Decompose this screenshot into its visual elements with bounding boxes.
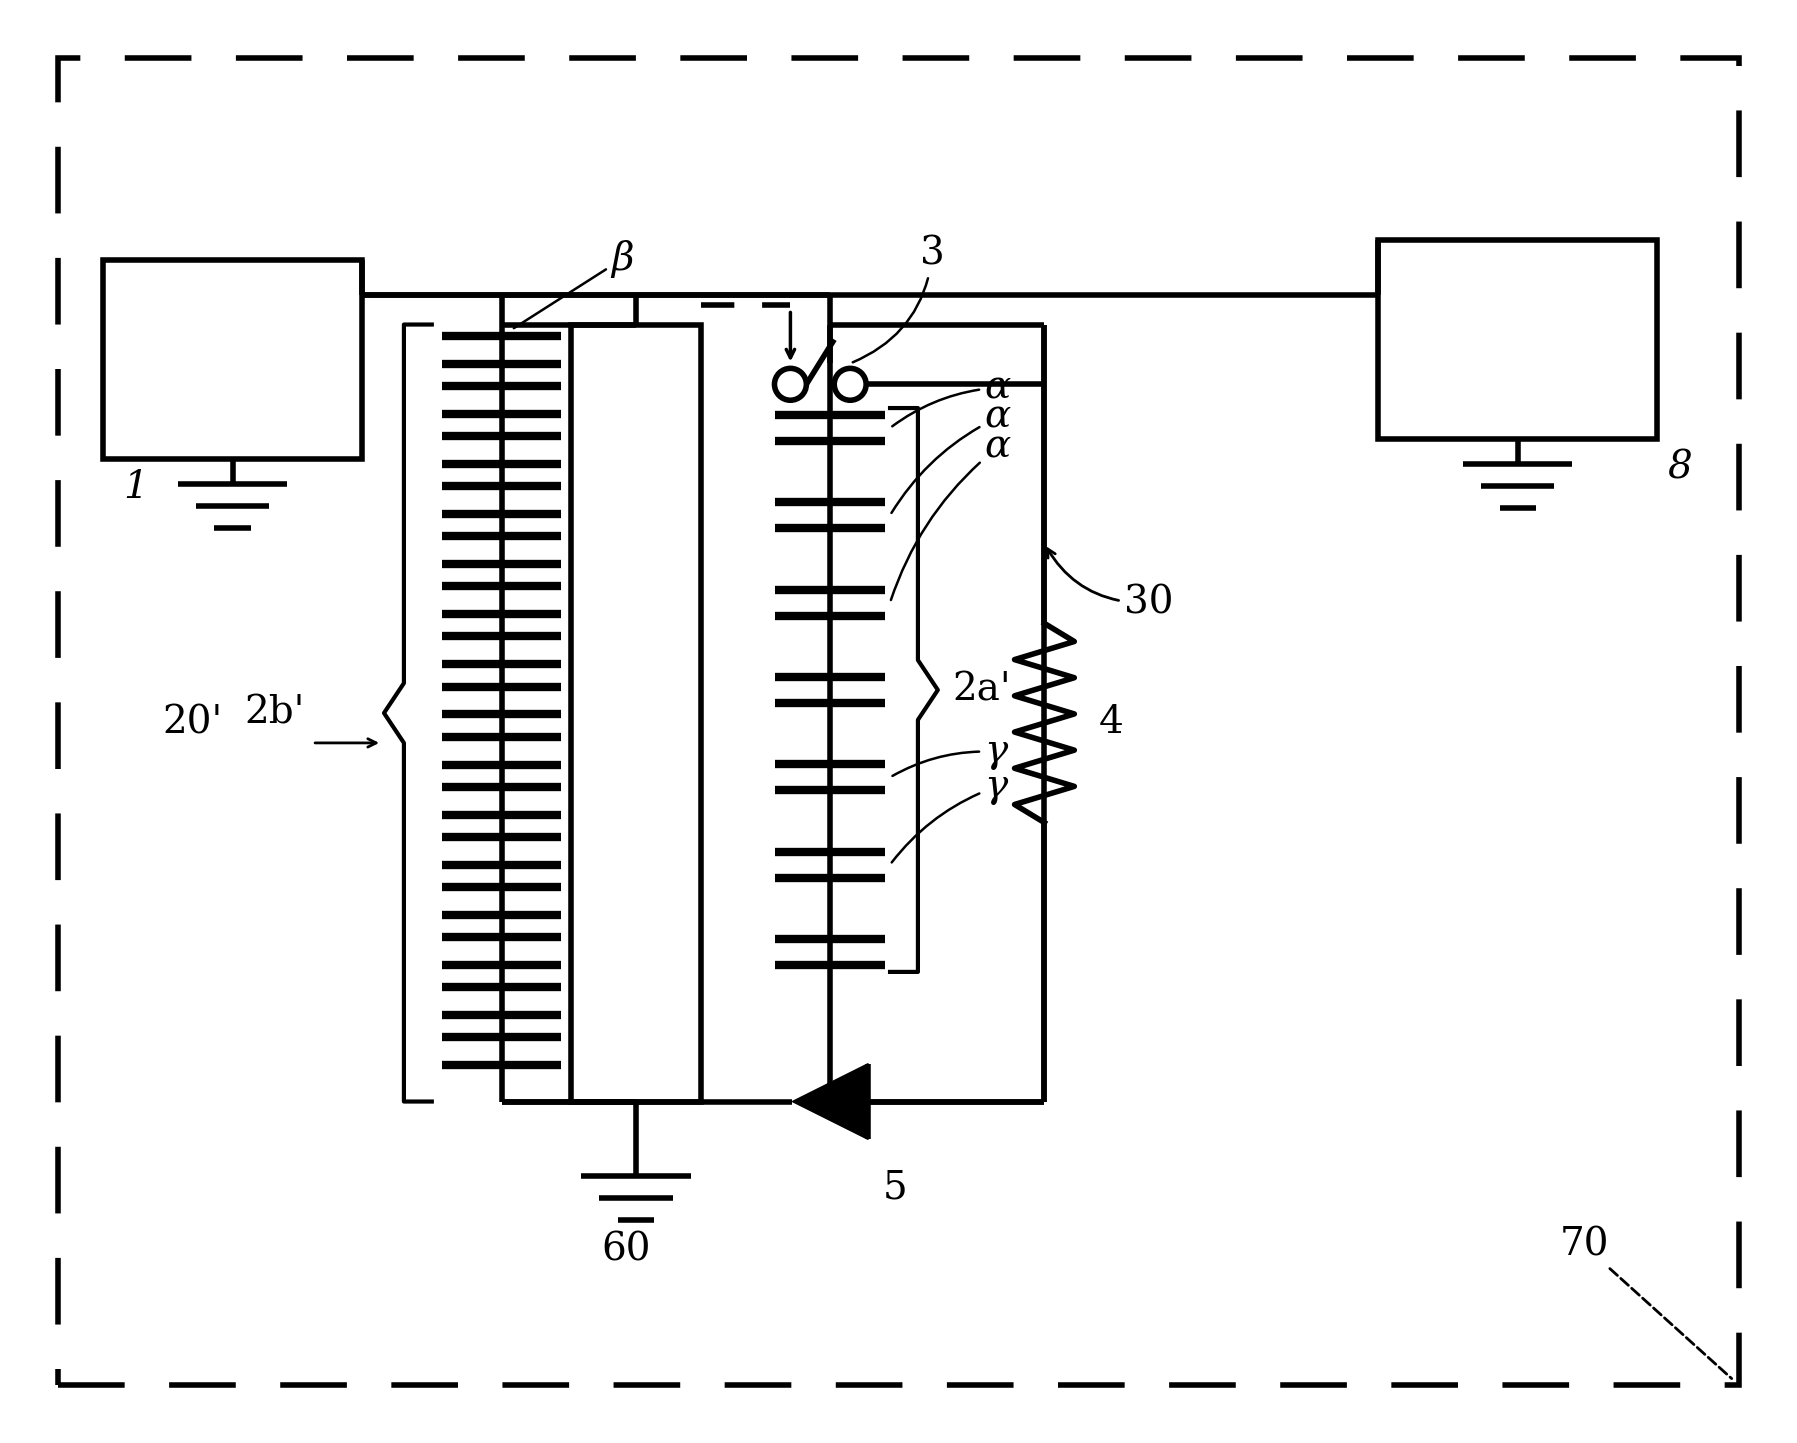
- Text: 5: 5: [882, 1169, 907, 1206]
- Text: γ: γ: [893, 733, 1008, 776]
- Text: 2a': 2a': [952, 671, 1012, 709]
- Text: 3: 3: [854, 235, 945, 362]
- Text: α: α: [891, 429, 1012, 600]
- Text: α: α: [893, 369, 1012, 426]
- Text: 60: 60: [602, 1231, 651, 1268]
- Text: 1: 1: [122, 469, 147, 506]
- Text: γ: γ: [891, 768, 1008, 863]
- Bar: [102, 260, 361, 459]
- Text: 8: 8: [1668, 449, 1691, 486]
- Text: 4: 4: [1100, 704, 1125, 742]
- Polygon shape: [792, 1063, 868, 1140]
- Text: α: α: [891, 398, 1012, 512]
- Text: β: β: [514, 240, 634, 328]
- Text: 30: 30: [1048, 548, 1173, 622]
- Text: 20': 20': [164, 704, 223, 742]
- Text: 70: 70: [1560, 1227, 1732, 1378]
- Bar: [571, 325, 701, 1101]
- Text: 2b': 2b': [244, 694, 304, 732]
- Bar: [1378, 240, 1657, 439]
